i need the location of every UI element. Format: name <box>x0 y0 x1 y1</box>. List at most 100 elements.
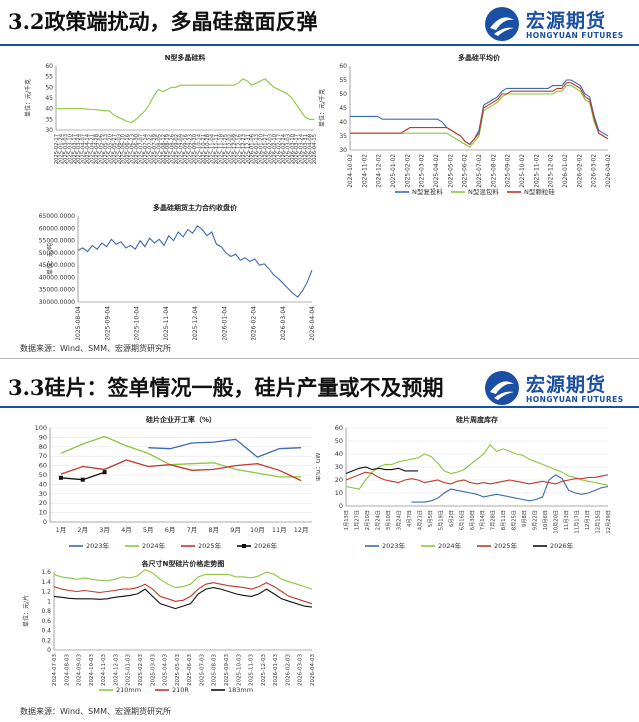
x-tick-label: 2025-12-09 <box>232 134 238 164</box>
x-tick-label: 2026-03-03 <box>285 134 291 164</box>
series-line-2 <box>53 587 313 610</box>
x-tick-label: 2025-05-13 <box>103 134 109 164</box>
x-tick-label: 2025-06-10 <box>121 134 127 164</box>
y-tick-label: 30 <box>335 463 343 471</box>
x-tick-label: 2025-02-02 <box>405 154 411 188</box>
x-tick-label: 4月7日 <box>406 510 413 527</box>
y-axis-label: 单位：GW <box>316 453 322 482</box>
x-tick-label: 2025-09-02 <box>174 134 180 164</box>
x-tick-label: 2025-11-03 <box>249 654 255 686</box>
chart-poly-futures: 多晶硅期货主力合约收盘价 单位：元/吨 30000.0000 35000.0000 40… <box>20 200 320 340</box>
y-tick-label: 0.2 <box>41 637 51 644</box>
x-tick-label: 2025-09-16 <box>183 134 189 164</box>
x-tick-label: 2024-11-03 <box>101 654 107 686</box>
x-tick-label: 2025-03-03 <box>150 654 156 686</box>
y-tick-label: 40 <box>45 106 53 113</box>
x-tick-label: 2025-12-23 <box>241 134 247 164</box>
y-tick-label: 0.8 <box>41 608 51 615</box>
section1-source: 数据来源：Wind、SMM、宏源期货研究所 <box>20 344 171 353</box>
x-tick-label: 2025-10-04 <box>134 306 141 340</box>
x-tick-label: 2024-10-02 <box>348 154 354 188</box>
y-tick-label: 1 <box>47 598 51 605</box>
x-tick-label: 2025-12-04 <box>192 306 199 340</box>
x-tick-label: 5月19日 <box>437 510 444 530</box>
series-line-1 <box>60 435 302 478</box>
y-axis-label: 单位：元/千克 <box>318 89 326 127</box>
x-tick-label: 2025-03-03 <box>63 134 69 164</box>
x-tick-label: 2026-04-02 <box>606 154 612 188</box>
x-tick-label: 2025-05-27 <box>112 134 118 164</box>
x-tick-label: 8月 <box>208 526 219 534</box>
x-tick-label: 2025-06-23 <box>130 134 136 164</box>
y-tick-label: 50 <box>45 84 53 91</box>
y-tick-label: 30 <box>45 127 53 134</box>
chart-wafer-price: 各尺寸N型硅片价格走势图 单位：元/片 0 0.2 0.4 0.6 0.8 1 1.2 1.4 1.… <box>20 556 320 698</box>
x-tick-label: 2025-11-25 <box>223 134 229 164</box>
x-tick-label: 2025-07-29 <box>152 134 158 164</box>
x-tick-label: 2025-12-02 <box>227 134 233 164</box>
logo-cn: 宏源期货 <box>526 10 607 32</box>
x-tick-label: 2025-05-03 <box>175 654 181 686</box>
x-tick-label: 9月22日 <box>532 510 539 530</box>
x-tick-label: 2月 <box>77 526 88 534</box>
x-tick-label: 2025-07-14 <box>143 133 149 164</box>
x-tick-label: 2026-02-04 <box>251 306 258 340</box>
x-tick-label: 2025-12-16 <box>236 134 242 164</box>
x-tick-label: 2025-06-30 <box>134 134 140 164</box>
x-tick-label: 2025-11-04 <box>163 306 170 340</box>
y-tick-label: 40 <box>335 450 343 458</box>
y-tick-label: 1.6 <box>41 569 51 576</box>
x-tick-label: 2025-05-06 <box>98 134 104 164</box>
series-line-1 <box>53 582 313 605</box>
x-tick-label: 2025-10-28 <box>205 134 211 164</box>
x-tick-label: 7月 <box>187 526 198 534</box>
x-tick-label: 2026-03-17 <box>294 134 300 164</box>
x-tick-label: 3月24日 <box>395 510 402 530</box>
x-tick-label: 2026-03-04 <box>280 306 287 340</box>
y-tick-label: 65000.0000 <box>39 213 75 220</box>
x-tick-label: 2025-09-30 <box>192 134 198 164</box>
x-tick-label: 2026-02-17 <box>276 134 282 164</box>
x-tick-label: 2025-09-23 <box>187 134 193 164</box>
y-tick-label: 50 <box>339 91 347 98</box>
x-tick-label: 9月 <box>230 526 241 534</box>
legend-label-3: 2026年 <box>254 541 278 550</box>
x-tick-label: 2025-09-02 <box>506 154 512 188</box>
y-tick-label: 0.6 <box>41 618 51 625</box>
y-axis-label: 单位：元/片 <box>22 595 30 627</box>
y-tick-label: 70 <box>39 452 47 460</box>
x-tick-label: 2月10日 <box>364 510 371 530</box>
x-tick-label: 2025-11-04 <box>210 133 216 164</box>
chart-title: N型多晶硅料 <box>165 53 206 62</box>
x-tick-label: 2025-05-02 <box>448 154 454 188</box>
x-tick-label: 2025-04-28 <box>94 134 100 164</box>
y-tick-label: 35 <box>45 116 53 123</box>
chart-title: 多晶硅期货主力合约收盘价 <box>153 203 238 212</box>
legend-label-2: 2025年 <box>198 541 222 550</box>
x-tick-label: 3月10日 <box>385 510 392 530</box>
section-divider <box>0 358 639 359</box>
header-rule-2 <box>0 406 639 408</box>
x-tick-label: 2026-01-06 <box>250 134 256 164</box>
x-tick-label: 2026-01-20 <box>259 134 265 164</box>
x-tick-label: 2025-12-03 <box>261 654 267 686</box>
y-tick-label: 40000.0000 <box>39 274 75 281</box>
x-tick-label: 2025-08-19 <box>165 134 171 164</box>
y-tick-label: 0 <box>47 647 51 654</box>
y-tick-label: 55 <box>45 74 53 81</box>
y-tick-label: 30 <box>39 490 47 498</box>
chart-title: 硅片企业开工率（%） <box>146 415 216 424</box>
x-tick-label: 2026-01-02 <box>563 154 569 188</box>
series-line-0 <box>148 438 302 458</box>
x-tick-label: 3月 <box>99 526 110 534</box>
y-tick-label: 30000.0000 <box>39 299 75 306</box>
legend-label-2: 183mm <box>228 686 253 694</box>
y-tick-label: 20 <box>39 499 47 507</box>
y-tick-label: 90 <box>39 433 47 441</box>
y-axis-label: 单位：元/吨 <box>46 243 54 275</box>
y-tick-label: 45 <box>45 95 53 102</box>
x-tick-label: 2025-11-18 <box>219 134 225 164</box>
x-tick-label: 2025-04-02 <box>434 154 440 188</box>
x-tick-label: 2025-08-04 <box>75 306 82 340</box>
x-tick-label: 2025-08-12 <box>161 134 167 164</box>
